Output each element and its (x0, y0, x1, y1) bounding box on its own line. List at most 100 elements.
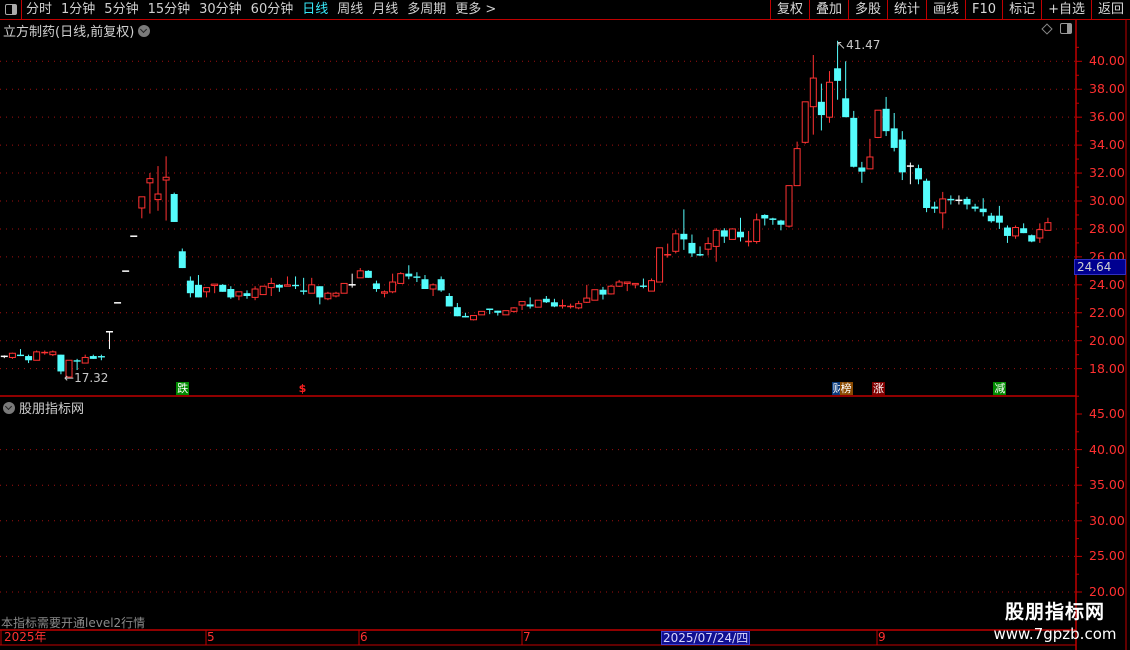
candle-body (971, 206, 979, 209)
low-price-annotation: ←17.32 (64, 371, 109, 385)
candle-body (502, 310, 510, 316)
candle-body (170, 194, 178, 222)
price-axis-label: 32.00 (1089, 165, 1125, 181)
candle-body (275, 284, 283, 288)
price-axis-label: 30.00 (1089, 193, 1125, 208)
watermark: 股朋指标网 www.7gpzb.com (980, 600, 1130, 644)
toolbar-button-1[interactable]: 叠加 (808, 0, 848, 19)
stock-title[interactable]: 立方制药(日线,前复权) (3, 21, 151, 40)
tab-period-6[interactable]: 日线 (302, 2, 329, 17)
watermark-name: 股朋指标网 (1004, 601, 1105, 623)
candle-body (639, 285, 647, 287)
candle-body (825, 81, 833, 118)
candle-body (300, 290, 308, 292)
candle-body (923, 180, 931, 208)
signal-marker[interactable]: 涨 (872, 382, 886, 395)
tab-period-7[interactable]: 周线 (337, 2, 364, 17)
chevron-down-icon[interactable] (138, 24, 151, 37)
candle-body (227, 289, 235, 298)
candle-body (550, 302, 558, 307)
panel-toggle-button[interactable] (0, 0, 22, 19)
toolbar-button-5[interactable]: F10 (965, 0, 1002, 19)
date-label: 7 (523, 630, 531, 644)
toolbar-button-2[interactable]: 多股 (847, 0, 887, 19)
candle-body (858, 167, 866, 172)
candle-body (332, 292, 340, 297)
tab-period-1[interactable]: 1分钟 (61, 2, 96, 17)
candle-body (405, 273, 413, 277)
candle-body (8, 352, 16, 358)
toolbar: 分时 1分钟 5分钟 15分钟 30分钟 60分钟 日线 周线 月线 多周期 更多 > 复权 叠加 多股… (0, 0, 1130, 20)
candle-body (211, 283, 219, 287)
candle-body (356, 270, 364, 279)
candle-body (81, 356, 89, 364)
candle-body (251, 288, 259, 298)
candle-body (761, 214, 769, 219)
signal-marker[interactable]: 跌 (176, 382, 190, 395)
tab-period-2[interactable]: 5分钟 (104, 2, 139, 17)
toolbar-button-7[interactable]: +自选 (1041, 0, 1091, 19)
candle-body (340, 282, 348, 294)
candle-body (874, 109, 882, 138)
candle-body (138, 196, 146, 209)
candle-body (607, 285, 615, 295)
toolbar-button-8[interactable]: 返回 (1090, 0, 1130, 19)
candle-body (146, 178, 154, 184)
candle-body (809, 77, 817, 108)
toolbar-button-3[interactable]: 统计 (887, 0, 926, 19)
candle-body (712, 229, 720, 247)
watermark-url: www.7gpzb.com (993, 625, 1117, 643)
candle-body (526, 304, 534, 307)
toolbar-button-4[interactable]: 画线 (926, 0, 965, 19)
current-price-box: 24.64 (1074, 259, 1126, 275)
price-axis-label: 22.00 (1089, 304, 1125, 320)
candle-body (364, 270, 372, 278)
candle-body (1028, 235, 1036, 242)
tab-period-0[interactable]: 分时 (26, 2, 53, 17)
panel-toggle-icon[interactable] (1060, 23, 1072, 34)
candle-body (995, 215, 1003, 223)
candle-body (324, 292, 332, 300)
toolbar-button-6[interactable]: 标记 (1002, 0, 1041, 19)
candle-body (728, 228, 736, 240)
tab-period-9[interactable]: 多周期 (407, 2, 447, 17)
candle-body (243, 293, 251, 296)
candle-body (882, 108, 890, 132)
candle-body (704, 243, 712, 250)
signal-marker[interactable]: 榜 (839, 382, 853, 395)
high-price-label: 41.47 (846, 38, 881, 52)
indicator-axis-label: 35.00 (1089, 477, 1125, 493)
candle-body (1003, 227, 1011, 236)
period-tabs: 分时 1分钟 5分钟 15分钟 30分钟 60分钟 日线 周线 月线 多周期 更多 > (26, 1, 505, 18)
candle-body (817, 101, 825, 116)
candle-body (57, 354, 65, 372)
chevron-down-icon[interactable] (3, 401, 15, 414)
toolbar-button-0[interactable]: 复权 (769, 0, 809, 19)
indicator-axis-label: 25.00 (1089, 548, 1125, 564)
indicator-title[interactable]: 股朋指标网 (3, 398, 84, 417)
candle-body (591, 289, 599, 301)
candle-body (1012, 227, 1020, 237)
candle-body (259, 285, 267, 296)
tab-period-4[interactable]: 30分钟 (199, 2, 242, 17)
signal-marker[interactable]: $ (298, 382, 307, 395)
tab-period-3[interactable]: 15分钟 (147, 2, 191, 17)
date-label: 5 (207, 630, 215, 644)
tab-period-5[interactable]: 60分钟 (250, 2, 294, 17)
indicator-title-text: 股朋指标网 (19, 402, 85, 417)
candle-body (470, 315, 478, 321)
high-price-annotation: ↖41.47 (836, 38, 881, 52)
stock-title-text: 立方制药(日线,前复权) (3, 25, 135, 40)
tab-period-10[interactable]: 更多 > (455, 2, 497, 17)
tab-period-8[interactable]: 月线 (372, 2, 399, 17)
candle-body (389, 281, 397, 293)
candle-body (97, 356, 105, 358)
candle-body (583, 297, 591, 303)
candle-body (834, 68, 842, 81)
signal-marker[interactable]: 减 (993, 382, 1007, 395)
candle-body (631, 282, 639, 286)
candle-body (939, 198, 947, 214)
candle-body (235, 291, 243, 297)
price-axis-label: 24.00 (1089, 276, 1125, 292)
